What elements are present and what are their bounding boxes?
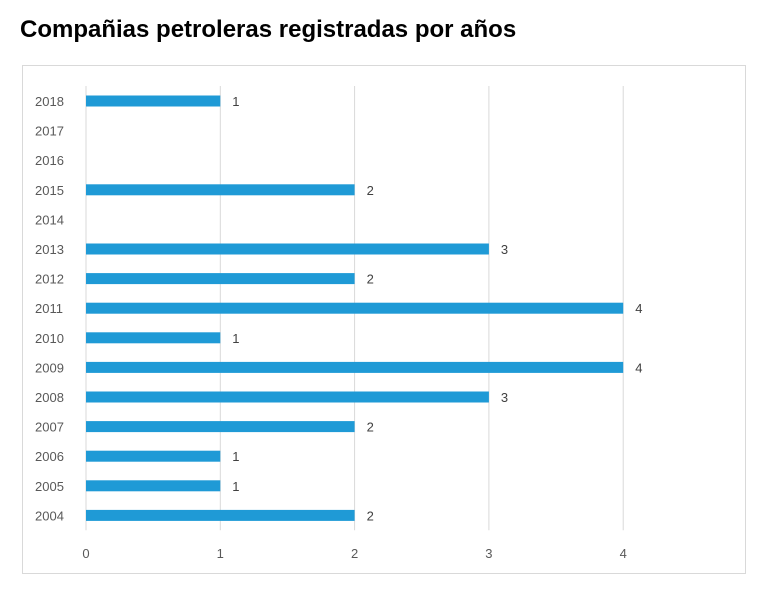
x-tick-label: 3	[485, 546, 492, 561]
bar	[86, 391, 489, 403]
y-tick-label: 2006	[35, 449, 64, 464]
bar	[86, 332, 221, 344]
data-label: 1	[232, 449, 239, 464]
y-tick-label: 2017	[35, 124, 64, 139]
y-tick-label: 2008	[35, 390, 64, 405]
y-tick-label: 2015	[35, 183, 64, 198]
y-tick-label: 2010	[35, 331, 64, 346]
bar	[86, 184, 355, 196]
data-label: 2	[367, 183, 374, 198]
y-tick-label: 2011	[35, 301, 63, 316]
bar	[86, 302, 624, 314]
data-label: 4	[635, 301, 642, 316]
x-tick-label: 4	[620, 546, 627, 561]
data-label: 2	[367, 272, 374, 287]
x-tick-label: 1	[217, 546, 224, 561]
y-tick-label: 2018	[35, 94, 64, 109]
y-tick-label: 2009	[35, 360, 64, 375]
data-label: 2	[367, 508, 374, 523]
bar	[86, 421, 355, 433]
y-tick-label: 2012	[35, 272, 64, 287]
y-tick-label: 2004	[35, 508, 64, 523]
y-tick-label: 2005	[35, 479, 64, 494]
data-label: 1	[232, 331, 239, 346]
bar	[86, 95, 221, 107]
y-axis-tick-labels: 2018 2017 2016 2015 2014 2013 2012 2011 2010 2009…	[35, 94, 64, 523]
y-tick-label: 2013	[35, 242, 64, 257]
bar	[86, 480, 221, 492]
y-tick-label: 2007	[35, 420, 64, 435]
x-axis-tick-labels: 0 1 2 3 4	[82, 546, 626, 561]
bar	[86, 509, 355, 521]
y-tick-label: 2016	[35, 153, 64, 168]
bar	[86, 361, 624, 373]
bar	[86, 450, 221, 462]
chart-title: Compañias petroleras registradas por año…	[20, 16, 517, 43]
y-tick-label: 2014	[35, 212, 64, 227]
x-tick-label: 2	[351, 546, 358, 561]
bars	[86, 95, 624, 521]
data-label: 2	[367, 420, 374, 435]
bar	[86, 273, 355, 285]
data-label: 4	[635, 360, 642, 375]
data-labels: 1 2 3 2 4 1 4 3 2 1 1 2	[232, 94, 642, 523]
bar	[86, 243, 489, 255]
x-tick-label: 0	[82, 546, 89, 561]
data-label: 3	[501, 242, 508, 257]
data-label: 1	[232, 94, 239, 109]
data-label: 1	[232, 479, 239, 494]
data-label: 3	[501, 390, 508, 405]
